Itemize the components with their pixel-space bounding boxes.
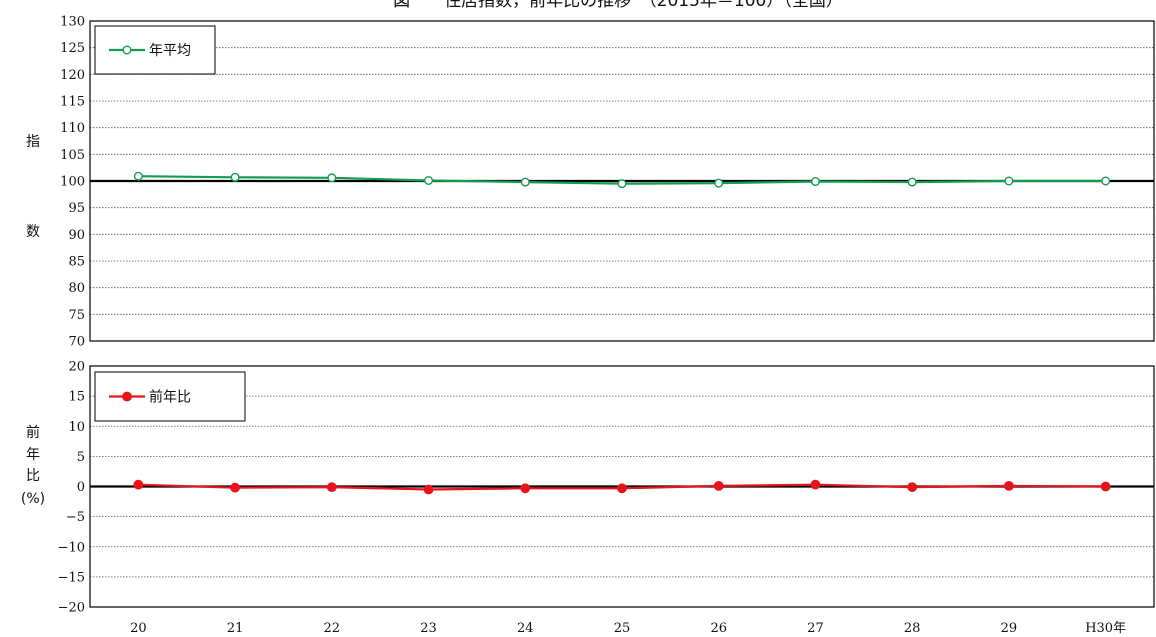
data-point-0-0-8 xyxy=(907,177,917,187)
data-point-0-0-2 xyxy=(327,173,337,183)
y-axis-label-1-0: 前 xyxy=(26,424,40,441)
data-point-1-0-3 xyxy=(423,484,434,495)
y-tick-label-0-7: 105 xyxy=(60,148,85,163)
y-tick-label-1-4: 0 xyxy=(77,480,85,495)
y-tick-label-0-6: 100 xyxy=(60,175,85,190)
chart-title: 図 住居指数，前年比の推移 （2015年＝100）（全国） xyxy=(393,0,843,11)
y-axis-label-0-0: 指 xyxy=(26,134,40,150)
data-point-1-0-2 xyxy=(326,482,337,493)
x-tick-label-4: 24 xyxy=(517,621,534,636)
data-point-1-0-8 xyxy=(907,482,918,493)
data-point-1-0-6 xyxy=(713,480,724,491)
x-tick-label-5: 25 xyxy=(614,621,631,636)
x-tick-label-9: 29 xyxy=(1001,621,1018,636)
legend-marker-1 xyxy=(122,391,132,402)
x-tick-label-2: 22 xyxy=(324,621,341,636)
x-tick-label-6: 26 xyxy=(710,621,727,636)
data-point-1-0-10 xyxy=(1100,481,1111,492)
data-point-0-0-5 xyxy=(617,179,627,189)
x-tick-label-8: 28 xyxy=(904,621,921,636)
x-tick-label-0: 20 xyxy=(130,621,147,636)
y-axis-label-1-3: (%) xyxy=(21,491,45,507)
x-tick-label-3: 23 xyxy=(420,621,437,636)
y-tick-label-0-9: 115 xyxy=(60,95,85,110)
legend-label-0: 年平均 xyxy=(149,43,191,59)
y-axis-label-1-1: 年 xyxy=(26,447,40,463)
legend-marker-0 xyxy=(122,45,132,55)
legend-label-1: 前年比 xyxy=(149,389,191,406)
x-tick-label-1: 21 xyxy=(227,621,244,636)
data-point-0-0-6 xyxy=(714,178,724,188)
y-tick-label-0-11: 125 xyxy=(60,41,85,56)
data-point-1-0-0 xyxy=(133,479,144,490)
y-tick-label-1-7: 15 xyxy=(68,390,85,405)
data-point-1-0-5 xyxy=(617,483,627,494)
data-point-1-0-7 xyxy=(810,479,821,490)
y-tick-label-0-5: 95 xyxy=(68,201,85,216)
data-point-0-0-10 xyxy=(1101,176,1111,186)
y-axis-label-1-2: 比 xyxy=(26,468,40,484)
data-point-1-0-4 xyxy=(520,483,531,494)
data-point-1-0-9 xyxy=(1004,480,1014,491)
y-tick-label-1-5: 5 xyxy=(77,450,85,465)
y-tick-label-0-0: 70 xyxy=(68,335,85,350)
y-tick-label-0-10: 120 xyxy=(60,68,85,83)
y-tick-label-1-2: −10 xyxy=(58,540,85,555)
data-point-0-0-7 xyxy=(810,177,820,187)
data-point-0-0-3 xyxy=(424,175,434,185)
y-tick-label-1-8: 20 xyxy=(68,360,85,375)
x-tick-label-10: H30年 xyxy=(1085,621,1126,636)
data-point-0-0-1 xyxy=(230,172,240,182)
y-tick-label-0-12: 130 xyxy=(60,15,85,30)
y-tick-label-0-1: 75 xyxy=(68,308,85,323)
y-axis-label-0-1: 数 xyxy=(26,224,40,240)
data-point-0-0-0 xyxy=(133,171,143,181)
y-tick-label-0-3: 85 xyxy=(68,255,85,270)
data-point-0-0-4 xyxy=(520,177,530,187)
data-point-1-0-1 xyxy=(230,482,240,493)
y-tick-label-0-2: 80 xyxy=(68,281,85,296)
data-point-0-0-9 xyxy=(1004,176,1014,186)
y-tick-label-1-3: −5 xyxy=(66,510,85,525)
x-tick-label-7: 27 xyxy=(807,621,824,636)
y-tick-label-1-0: −20 xyxy=(58,601,85,616)
y-tick-label-1-6: 10 xyxy=(68,420,85,435)
y-tick-label-0-4: 90 xyxy=(68,228,85,243)
y-tick-label-1-1: −15 xyxy=(58,570,85,585)
y-tick-label-0-8: 110 xyxy=(60,121,85,136)
